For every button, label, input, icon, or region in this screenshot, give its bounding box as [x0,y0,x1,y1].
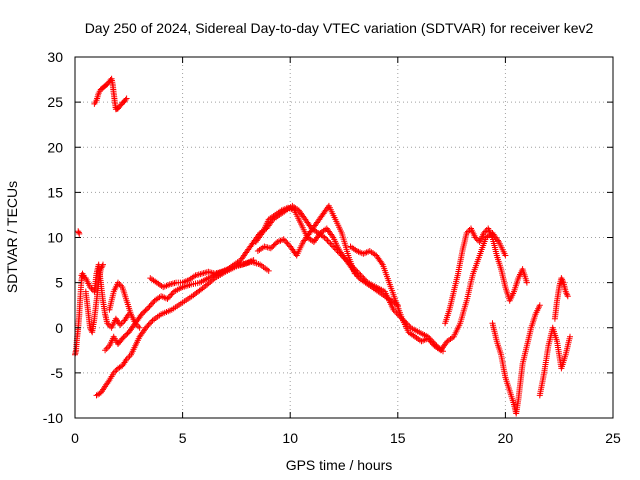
y-tick-label: -5 [51,365,64,381]
y-tick-label: 0 [55,320,63,336]
series-arc-c [106,279,143,331]
series-arc-early-high [91,75,130,113]
data-point-marker [122,96,129,103]
data-point-marker [351,270,358,277]
series-arc-l [536,324,573,399]
y-tick-label: 30 [47,49,63,65]
data-point-marker [280,236,287,243]
data-point-marker [536,302,543,309]
data-point-marker [136,324,143,331]
data-point-marker [567,333,573,340]
x-tick-label: 0 [71,430,79,446]
data-point-marker [123,95,130,102]
data-point-marker [427,338,434,345]
data-point-marker [102,347,109,354]
y-tick-label: 20 [47,139,63,155]
data-point-marker [75,228,82,235]
data-point-marker [165,294,172,301]
x-tick-label: 10 [282,430,298,446]
data-point-marker [265,267,272,274]
data-point-marker [143,306,150,313]
series-arc-b [82,261,106,336]
data-points [72,75,573,417]
series-arc-g [252,204,401,309]
data-point-marker [168,291,175,298]
data-point-marker [145,304,152,311]
data-point-marker [424,335,431,342]
data-point-marker [76,230,83,237]
data-point-marker [103,345,110,352]
x-axis-title: GPS time / hours [286,457,393,473]
y-axis-title: SDTVAR / TECUs [4,181,20,293]
data-point-marker [146,320,153,327]
y-tick-label: 10 [47,230,63,246]
series-arc-k [489,302,543,417]
data-point-marker [150,299,157,306]
y-tick-label: 15 [47,184,63,200]
y-tick-label: 25 [47,94,63,110]
chart-title: Day 250 of 2024, Sidereal Day-to-day VTE… [85,20,594,36]
data-point-marker [144,323,151,330]
series-arc-m [551,275,571,322]
data-point-marker [269,244,276,251]
data-point-marker [325,239,332,245]
data-point-marker [121,333,128,340]
series-point-10.5 [75,228,83,237]
x-tick-label: 5 [179,430,187,446]
data-point-marker [564,293,571,300]
data-point-marker [100,261,106,268]
data-point-marker [502,252,509,259]
series-arc-f [147,202,446,355]
series-arc-j [442,225,530,327]
data-point-marker [324,237,331,244]
series-arc-h [254,202,358,277]
data-point-marker [523,279,530,286]
x-tick-label: 25 [605,430,621,446]
y-tick-label: -10 [43,410,63,426]
x-tick-label: 20 [498,430,514,446]
x-tick-label: 15 [390,430,406,446]
series-arc-start [72,270,87,358]
series-arc-i [347,230,509,354]
data-point-marker [283,239,290,246]
axis-ticks: 0 5 10 15 20 25 -10 -5 0 5 10 15 20 25 30 [43,49,621,446]
y-tick-label: 5 [55,275,63,291]
